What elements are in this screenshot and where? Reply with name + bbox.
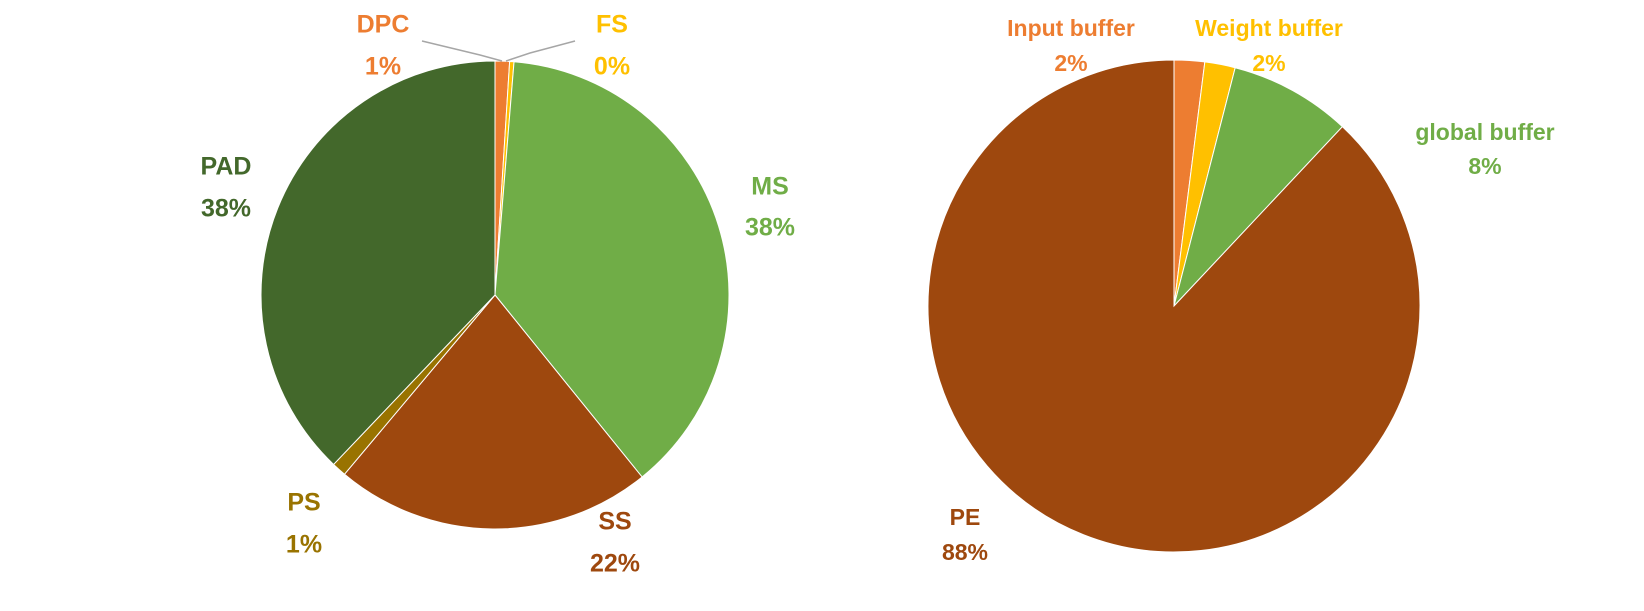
pie-slice-pe: [927, 59, 1421, 553]
slice-label-weight-buffer: Weight buffer: [1195, 15, 1343, 41]
slice-label-ss: SS: [598, 508, 631, 536]
slice-percent-input-buffer: 2%: [1054, 50, 1087, 76]
pie-slice-global-buffer: [1173, 67, 1344, 307]
slice-label-ms: MS: [751, 173, 789, 201]
slice-percent-weight-buffer: 2%: [1252, 50, 1285, 76]
pie-slice-ss: [343, 294, 643, 530]
slice-label-global-buffer: global buffer: [1415, 119, 1554, 145]
slice-label-ps: PS: [287, 489, 320, 517]
slice-label-dpc: DPC: [357, 11, 410, 39]
pie-slice-pad: [260, 60, 496, 466]
slice-percent-fs: 0%: [594, 53, 630, 81]
slice-percent-global-buffer: 8%: [1468, 153, 1501, 179]
slice-percent-pad: 38%: [201, 195, 251, 223]
leader-line-dpc: [421, 40, 503, 62]
pie-chart-right: Input buffer 2% Weight buffer 2% global buff…: [927, 15, 1555, 565]
slice-label-input-buffer: Input buffer: [1007, 15, 1135, 41]
pie-chart-left: DPC 1% FS 0% MS 38% SS 22% PS 1% PAD 38%: [201, 11, 795, 578]
slice-label-pe: PE: [950, 504, 981, 530]
slice-percent-ss: 22%: [590, 550, 640, 578]
slice-percent-dpc: 1%: [365, 53, 401, 81]
slice-percent-ms: 38%: [745, 214, 795, 242]
slice-label-pad: PAD: [201, 153, 252, 181]
slice-percent-pe: 88%: [942, 539, 988, 565]
slice-percent-ps: 1%: [286, 531, 322, 559]
slice-label-fs: FS: [596, 11, 628, 39]
leader-line-fs: [505, 40, 576, 62]
pie-slice-ms: [494, 61, 730, 478]
